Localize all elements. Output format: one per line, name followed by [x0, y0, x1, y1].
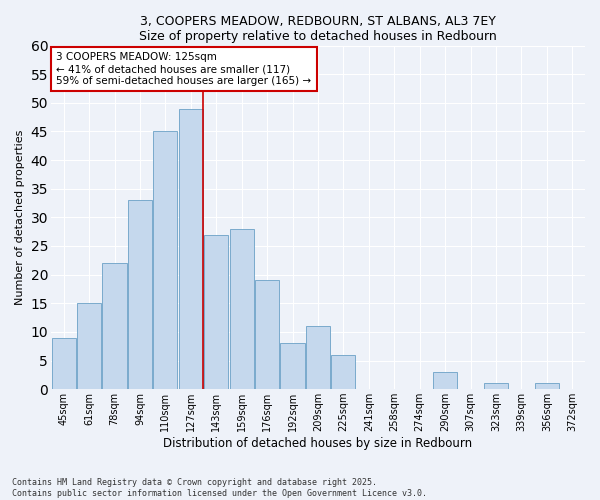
Bar [331, 355, 355, 389]
Text: Contains HM Land Registry data © Crown copyright and database right 2025.
Contai: Contains HM Land Registry data © Crown c… [12, 478, 427, 498]
Bar [255, 280, 279, 389]
Bar [77, 304, 101, 389]
Title: 3, COOPERS MEADOW, REDBOURN, ST ALBANS, AL3 7EY
Size of property relative to det: 3, COOPERS MEADOW, REDBOURN, ST ALBANS, … [139, 15, 497, 43]
Bar [280, 344, 305, 389]
Y-axis label: Number of detached properties: Number of detached properties [15, 130, 25, 305]
Bar [484, 384, 508, 389]
Bar [535, 384, 559, 389]
X-axis label: Distribution of detached houses by size in Redbourn: Distribution of detached houses by size … [163, 437, 473, 450]
Bar [52, 338, 76, 389]
Bar [306, 326, 330, 389]
Bar [103, 263, 127, 389]
Bar [128, 200, 152, 389]
Bar [433, 372, 457, 389]
Bar [230, 229, 254, 389]
Text: 3 COOPERS MEADOW: 125sqm
← 41% of detached houses are smaller (117)
59% of semi-: 3 COOPERS MEADOW: 125sqm ← 41% of detach… [56, 52, 311, 86]
Bar [179, 108, 203, 389]
Bar [204, 234, 229, 389]
Bar [154, 132, 178, 389]
